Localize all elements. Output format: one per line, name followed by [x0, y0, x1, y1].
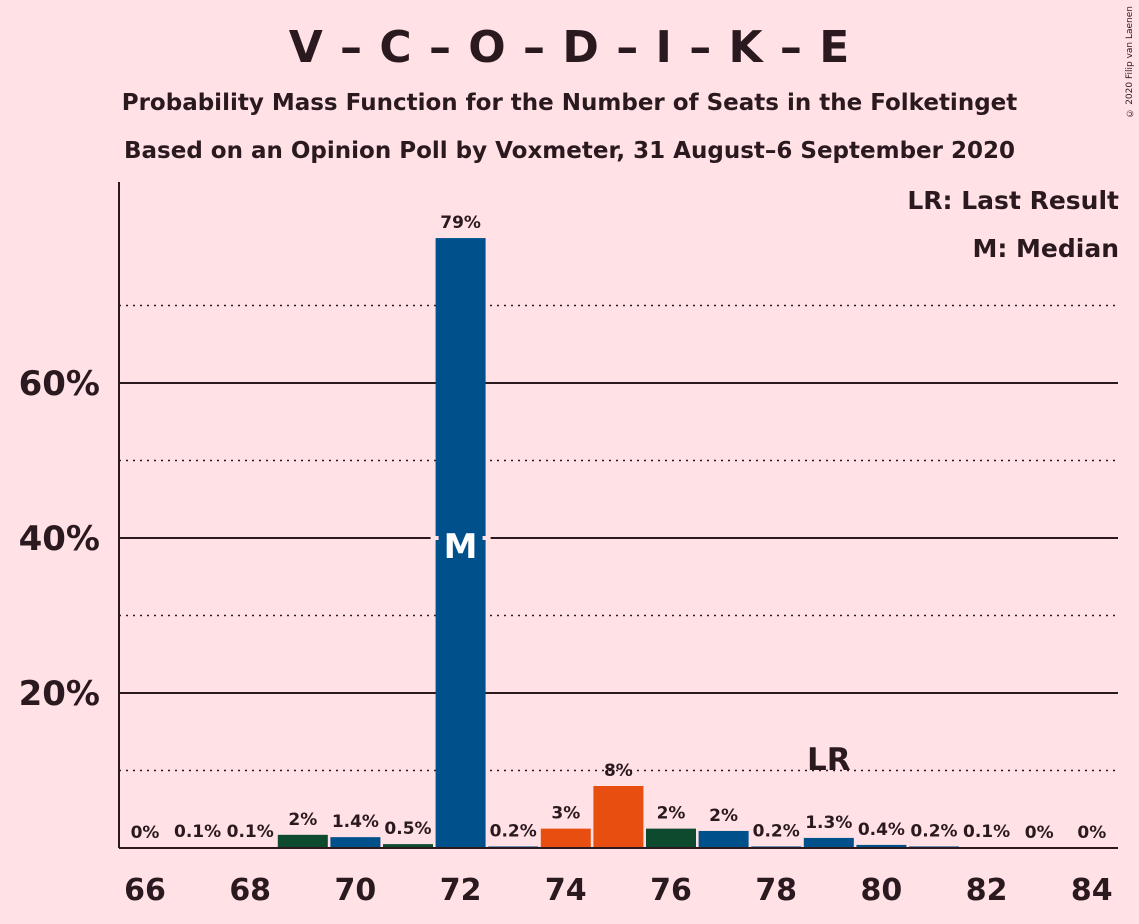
x-tick-label: 80 — [861, 873, 903, 908]
y-tick-label: 20% — [19, 674, 100, 714]
data-label: 1.3% — [805, 813, 852, 833]
chart-subtitle-source: Based on an Opinion Poll by Voxmeter, 31… — [123, 138, 1015, 164]
data-label: 0.1% — [963, 822, 1010, 842]
bar-seat-69 — [277, 834, 328, 848]
last-result-marker: LR — [807, 742, 851, 778]
x-tick-label: 72 — [440, 873, 482, 908]
median-gap-right — [482, 536, 491, 540]
x-tick-label: 74 — [545, 873, 587, 908]
legend-last-result: LR: Last Result — [907, 186, 1119, 215]
x-tick-label: 66 — [124, 873, 166, 908]
bar-seat-79 — [803, 837, 854, 848]
data-label: 2% — [288, 810, 317, 830]
data-label: 0.5% — [384, 819, 431, 839]
median-gap-left — [430, 536, 439, 540]
data-label: 0% — [131, 823, 160, 843]
data-label: 0.1% — [227, 822, 274, 842]
data-label: 0.2% — [910, 821, 957, 841]
data-label: 2% — [709, 806, 738, 826]
bar-seat-75 — [593, 786, 644, 848]
bar-seat-77 — [698, 830, 749, 848]
data-label: 3% — [551, 804, 580, 824]
data-label: 0.4% — [858, 820, 905, 840]
bar-seat-71 — [383, 844, 433, 848]
data-label: 0% — [1025, 823, 1054, 843]
data-label: 1.4% — [332, 812, 379, 832]
x-tick-label: 70 — [335, 873, 377, 908]
bar-seat-76 — [646, 828, 696, 848]
legend-median: M: Median — [972, 234, 1119, 263]
chart-subtitle: Probability Mass Function for the Number… — [121, 90, 1018, 116]
x-tick-label: 76 — [650, 873, 692, 908]
x-tick-label: 82 — [966, 873, 1008, 908]
bar-seat-72 — [435, 238, 486, 848]
chart-title: V – C – O – D – I – K – E — [288, 22, 851, 73]
data-label: 8% — [604, 761, 633, 781]
x-tick-label: 78 — [755, 873, 797, 908]
data-labels: 0% 0.1% 0.1%2% 1.4% 0.5%79%0.2%3%8%2% 2%0.2% 1… — [131, 213, 1107, 843]
data-label: 0% — [1077, 823, 1106, 843]
gridlines — [119, 304, 1118, 772]
bar-seat-80 — [856, 844, 907, 848]
bar-series — [172, 238, 1012, 848]
data-label: 0.2% — [753, 821, 800, 841]
y-tick-label: 40% — [19, 519, 100, 559]
x-tick-label: 84 — [1071, 873, 1113, 908]
data-label: 0.1% — [174, 822, 221, 842]
axes: 20% 40% 60% 66 68 70 72 74 76 78 80 82 84 — [19, 182, 1118, 908]
data-label: 0.2% — [490, 821, 537, 841]
bar-seat-70 — [330, 837, 381, 848]
median-marker: M — [444, 527, 478, 567]
bar-seat-74 — [540, 828, 591, 848]
x-tick-label: 68 — [229, 873, 271, 908]
data-label: 2% — [657, 804, 686, 824]
data-label: 79% — [440, 213, 481, 233]
y-tick-label: 60% — [19, 364, 100, 404]
